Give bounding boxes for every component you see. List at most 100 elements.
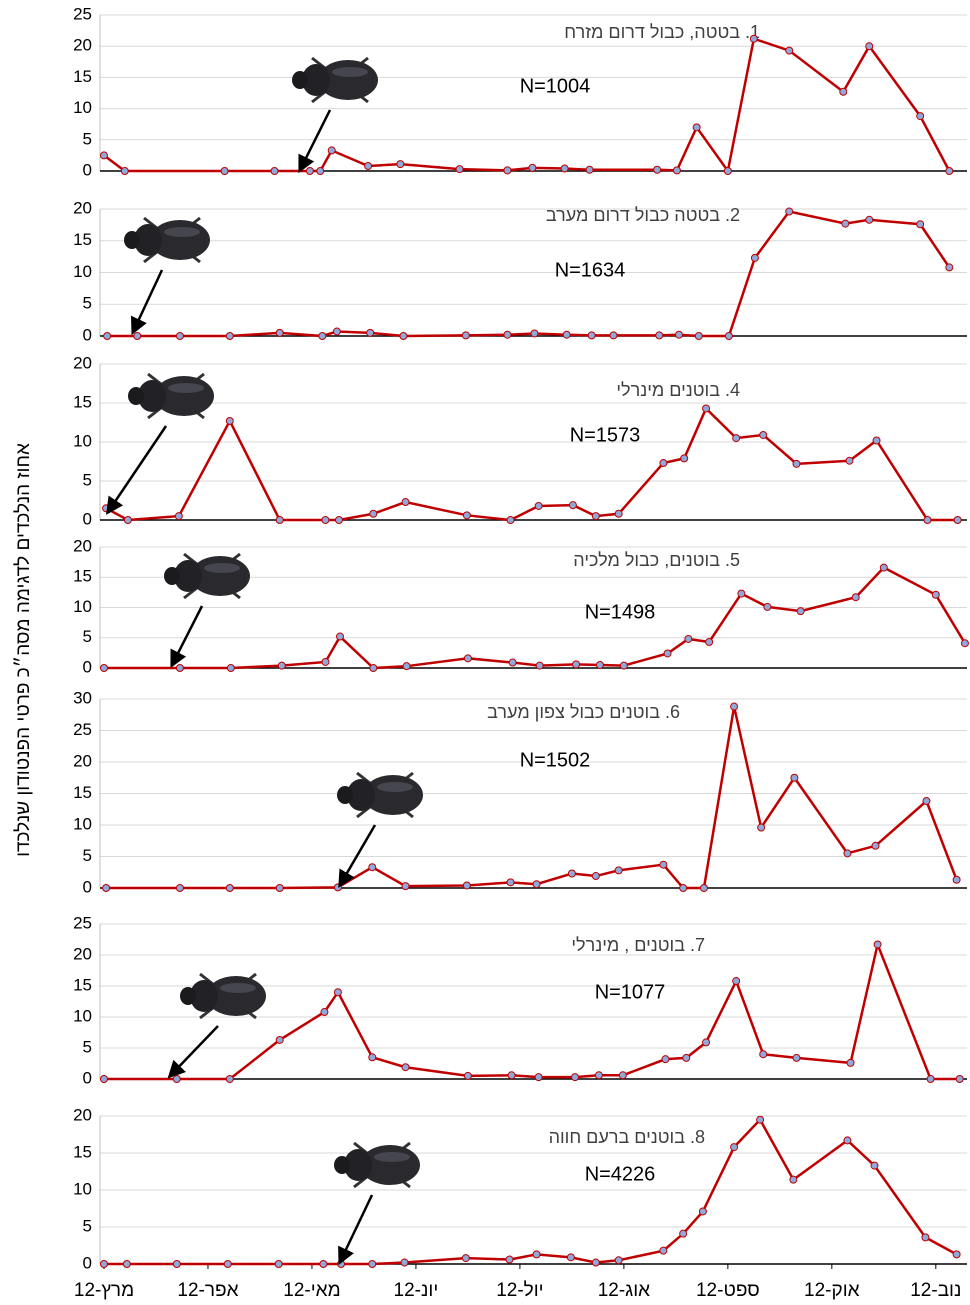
data-point <box>121 168 128 175</box>
data-point <box>760 1051 767 1058</box>
y-tick-label: 0 <box>83 160 92 179</box>
data-line <box>106 408 958 520</box>
data-point <box>176 333 183 340</box>
data-point <box>596 661 603 668</box>
y-tick-label: 10 <box>73 262 92 281</box>
data-point <box>758 824 765 831</box>
data-point <box>923 798 930 805</box>
data-point <box>953 1251 960 1258</box>
data-point <box>932 591 939 598</box>
data-point <box>176 885 183 892</box>
data-point <box>402 1064 409 1071</box>
data-point <box>675 331 682 338</box>
sample-size: N=1498 <box>585 601 656 623</box>
data-point <box>173 1261 180 1268</box>
data-point <box>397 161 404 168</box>
y-tick-label: 10 <box>73 1006 92 1025</box>
data-point <box>953 876 960 883</box>
beetle-icon <box>124 218 210 262</box>
data-point <box>797 608 804 615</box>
y-tick-label: 25 <box>73 913 92 932</box>
y-tick-label: 15 <box>73 1142 92 1161</box>
pointer-arrow <box>172 606 202 665</box>
data-point <box>535 1074 542 1081</box>
y-tick-label: 5 <box>83 1216 92 1235</box>
data-point <box>104 333 111 340</box>
data-point <box>173 1076 180 1083</box>
y-tick-label: 5 <box>83 294 92 313</box>
data-line <box>106 707 957 888</box>
data-line <box>104 39 949 171</box>
beetle-icon <box>334 1143 420 1187</box>
data-point <box>317 168 324 175</box>
data-point <box>615 1257 622 1264</box>
y-tick-label: 5 <box>83 846 92 865</box>
y-tick-label: 20 <box>73 944 92 963</box>
data-point <box>793 460 800 467</box>
data-point <box>880 564 887 571</box>
data-point <box>226 885 233 892</box>
data-point <box>946 168 953 175</box>
pointer-arrow <box>340 1195 372 1262</box>
data-point <box>175 513 182 520</box>
x-tick-label: 12-יונ <box>394 1280 439 1301</box>
x-tick-label: 12-נוב <box>910 1280 961 1301</box>
data-point <box>866 216 873 223</box>
data-point <box>504 167 511 174</box>
y-tick-label: 10 <box>73 431 92 450</box>
y-tick-label: 0 <box>83 657 92 676</box>
data-point <box>123 1261 130 1268</box>
panel-title: 5. בוטנים, כבול מלכיה <box>573 550 740 570</box>
data-point <box>586 166 593 173</box>
data-point <box>464 655 471 662</box>
y-tick-label: 10 <box>73 814 92 833</box>
data-point <box>319 333 326 340</box>
data-point <box>370 510 377 517</box>
data-point <box>276 885 283 892</box>
data-point <box>322 517 329 524</box>
data-point <box>367 329 374 336</box>
sample-size: N=4226 <box>585 1163 656 1185</box>
data-point <box>335 517 342 524</box>
data-point <box>227 665 234 672</box>
data-point <box>276 329 283 336</box>
beetle-icon <box>337 773 423 817</box>
data-point <box>680 1230 687 1237</box>
panel-title: 4. בוטנים מינרלי <box>616 380 740 400</box>
data-point <box>569 502 576 509</box>
data-point <box>683 1054 690 1061</box>
data-point <box>509 659 516 666</box>
data-point <box>462 1255 469 1262</box>
y-tick-label: 20 <box>73 353 92 372</box>
y-tick-label: 0 <box>83 509 92 528</box>
data-point <box>134 333 141 340</box>
data-point <box>572 1074 579 1081</box>
data-point <box>176 665 183 672</box>
data-point <box>531 330 538 337</box>
data-point <box>101 665 108 672</box>
y-tick-label: 15 <box>73 230 92 249</box>
y-tick-label: 5 <box>83 129 92 148</box>
data-point <box>699 1208 706 1215</box>
beetle-shine <box>374 1152 410 1162</box>
data-point <box>226 1076 233 1083</box>
data-line <box>107 212 949 336</box>
x-tick-label: 12-אפר <box>177 1280 238 1301</box>
data-point <box>961 640 968 647</box>
data-point <box>533 881 540 888</box>
data-point <box>733 435 740 442</box>
data-point <box>226 417 233 424</box>
panel-title: 6. בוטנים כבול צפון מערב <box>487 702 680 722</box>
data-point <box>610 332 617 339</box>
y-tick-label: 15 <box>73 392 92 411</box>
beetle-head <box>128 387 144 405</box>
data-point <box>757 1116 764 1123</box>
x-tick-label: 12-מרץ <box>74 1280 134 1301</box>
data-point <box>592 1259 599 1266</box>
beetle-head <box>124 231 140 249</box>
data-point <box>328 147 335 154</box>
beetle-icon <box>164 554 250 598</box>
data-point <box>588 332 595 339</box>
y-tick-label: 25 <box>73 4 92 23</box>
data-point <box>791 774 798 781</box>
